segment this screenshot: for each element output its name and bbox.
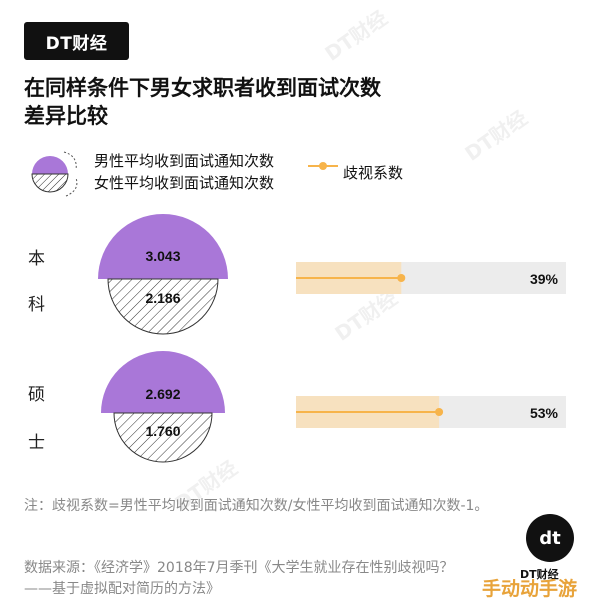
chart-title-line: 在同样条件下男女求职者收到面试次数 bbox=[24, 76, 381, 100]
master-circle: 2.692 1.760 bbox=[101, 351, 225, 463]
corner-logo-text: DT财经 bbox=[520, 568, 559, 581]
male-value-label: 3.043 bbox=[145, 248, 180, 264]
category-label-char: 本 bbox=[28, 249, 45, 269]
footnote: 注：歧视系数=男性平均收到面试通知次数/女性平均收到面试通知次数-1。 bbox=[24, 498, 489, 514]
coef-bars: 39% 53% bbox=[296, 262, 566, 428]
legend-circle-icon bbox=[31, 151, 78, 197]
female-value-label: 1.760 bbox=[145, 423, 180, 439]
coef-point bbox=[435, 408, 444, 416]
category-label-char: 硕 bbox=[28, 385, 45, 405]
category-label-char: 士 bbox=[28, 433, 45, 453]
bachelor-circle: 3.043 2.186 bbox=[98, 214, 228, 335]
site-watermark: 手动动手游 bbox=[482, 578, 578, 600]
coef-value-label: 39% bbox=[530, 271, 559, 287]
coef-point bbox=[397, 274, 406, 282]
chart-title-line: 差异比较 bbox=[24, 104, 108, 128]
chart-title: 在同样条件下男女求职者收到面试次数 差异比较 bbox=[24, 74, 484, 130]
female-semicircle bbox=[113, 412, 213, 463]
male-value-label: 2.692 bbox=[145, 386, 180, 402]
legend-male-label: 男性平均收到面试通知次数 bbox=[94, 152, 275, 170]
corner-logo: dt bbox=[526, 514, 574, 562]
brand-logo: DT财经 bbox=[24, 22, 129, 60]
female-value-label: 2.186 bbox=[145, 290, 180, 306]
coef-bar-bachelor: 39% bbox=[296, 262, 566, 294]
watermark: DT财经 bbox=[320, 5, 392, 66]
category-label-char: 科 bbox=[28, 295, 45, 315]
female-semicircle bbox=[107, 278, 219, 335]
legend-coef-icon bbox=[308, 162, 338, 170]
legend-female-label: 女性平均收到面试通知次数 bbox=[94, 174, 275, 192]
legend: 男性平均收到面试通知次数 女性平均收到面试通知次数 bbox=[94, 150, 274, 194]
coef-bar-master: 53% bbox=[296, 396, 566, 428]
coef-value-label: 53% bbox=[530, 405, 559, 421]
male-semicircle bbox=[98, 214, 228, 279]
legend-coef-label: 歧视系数 bbox=[343, 164, 404, 182]
male-semicircle bbox=[101, 351, 225, 413]
data-source: 数据来源：《经济学》2018年7月季刊《大学生就业存在性别歧视吗？——基于虚拟配… bbox=[24, 560, 454, 597]
